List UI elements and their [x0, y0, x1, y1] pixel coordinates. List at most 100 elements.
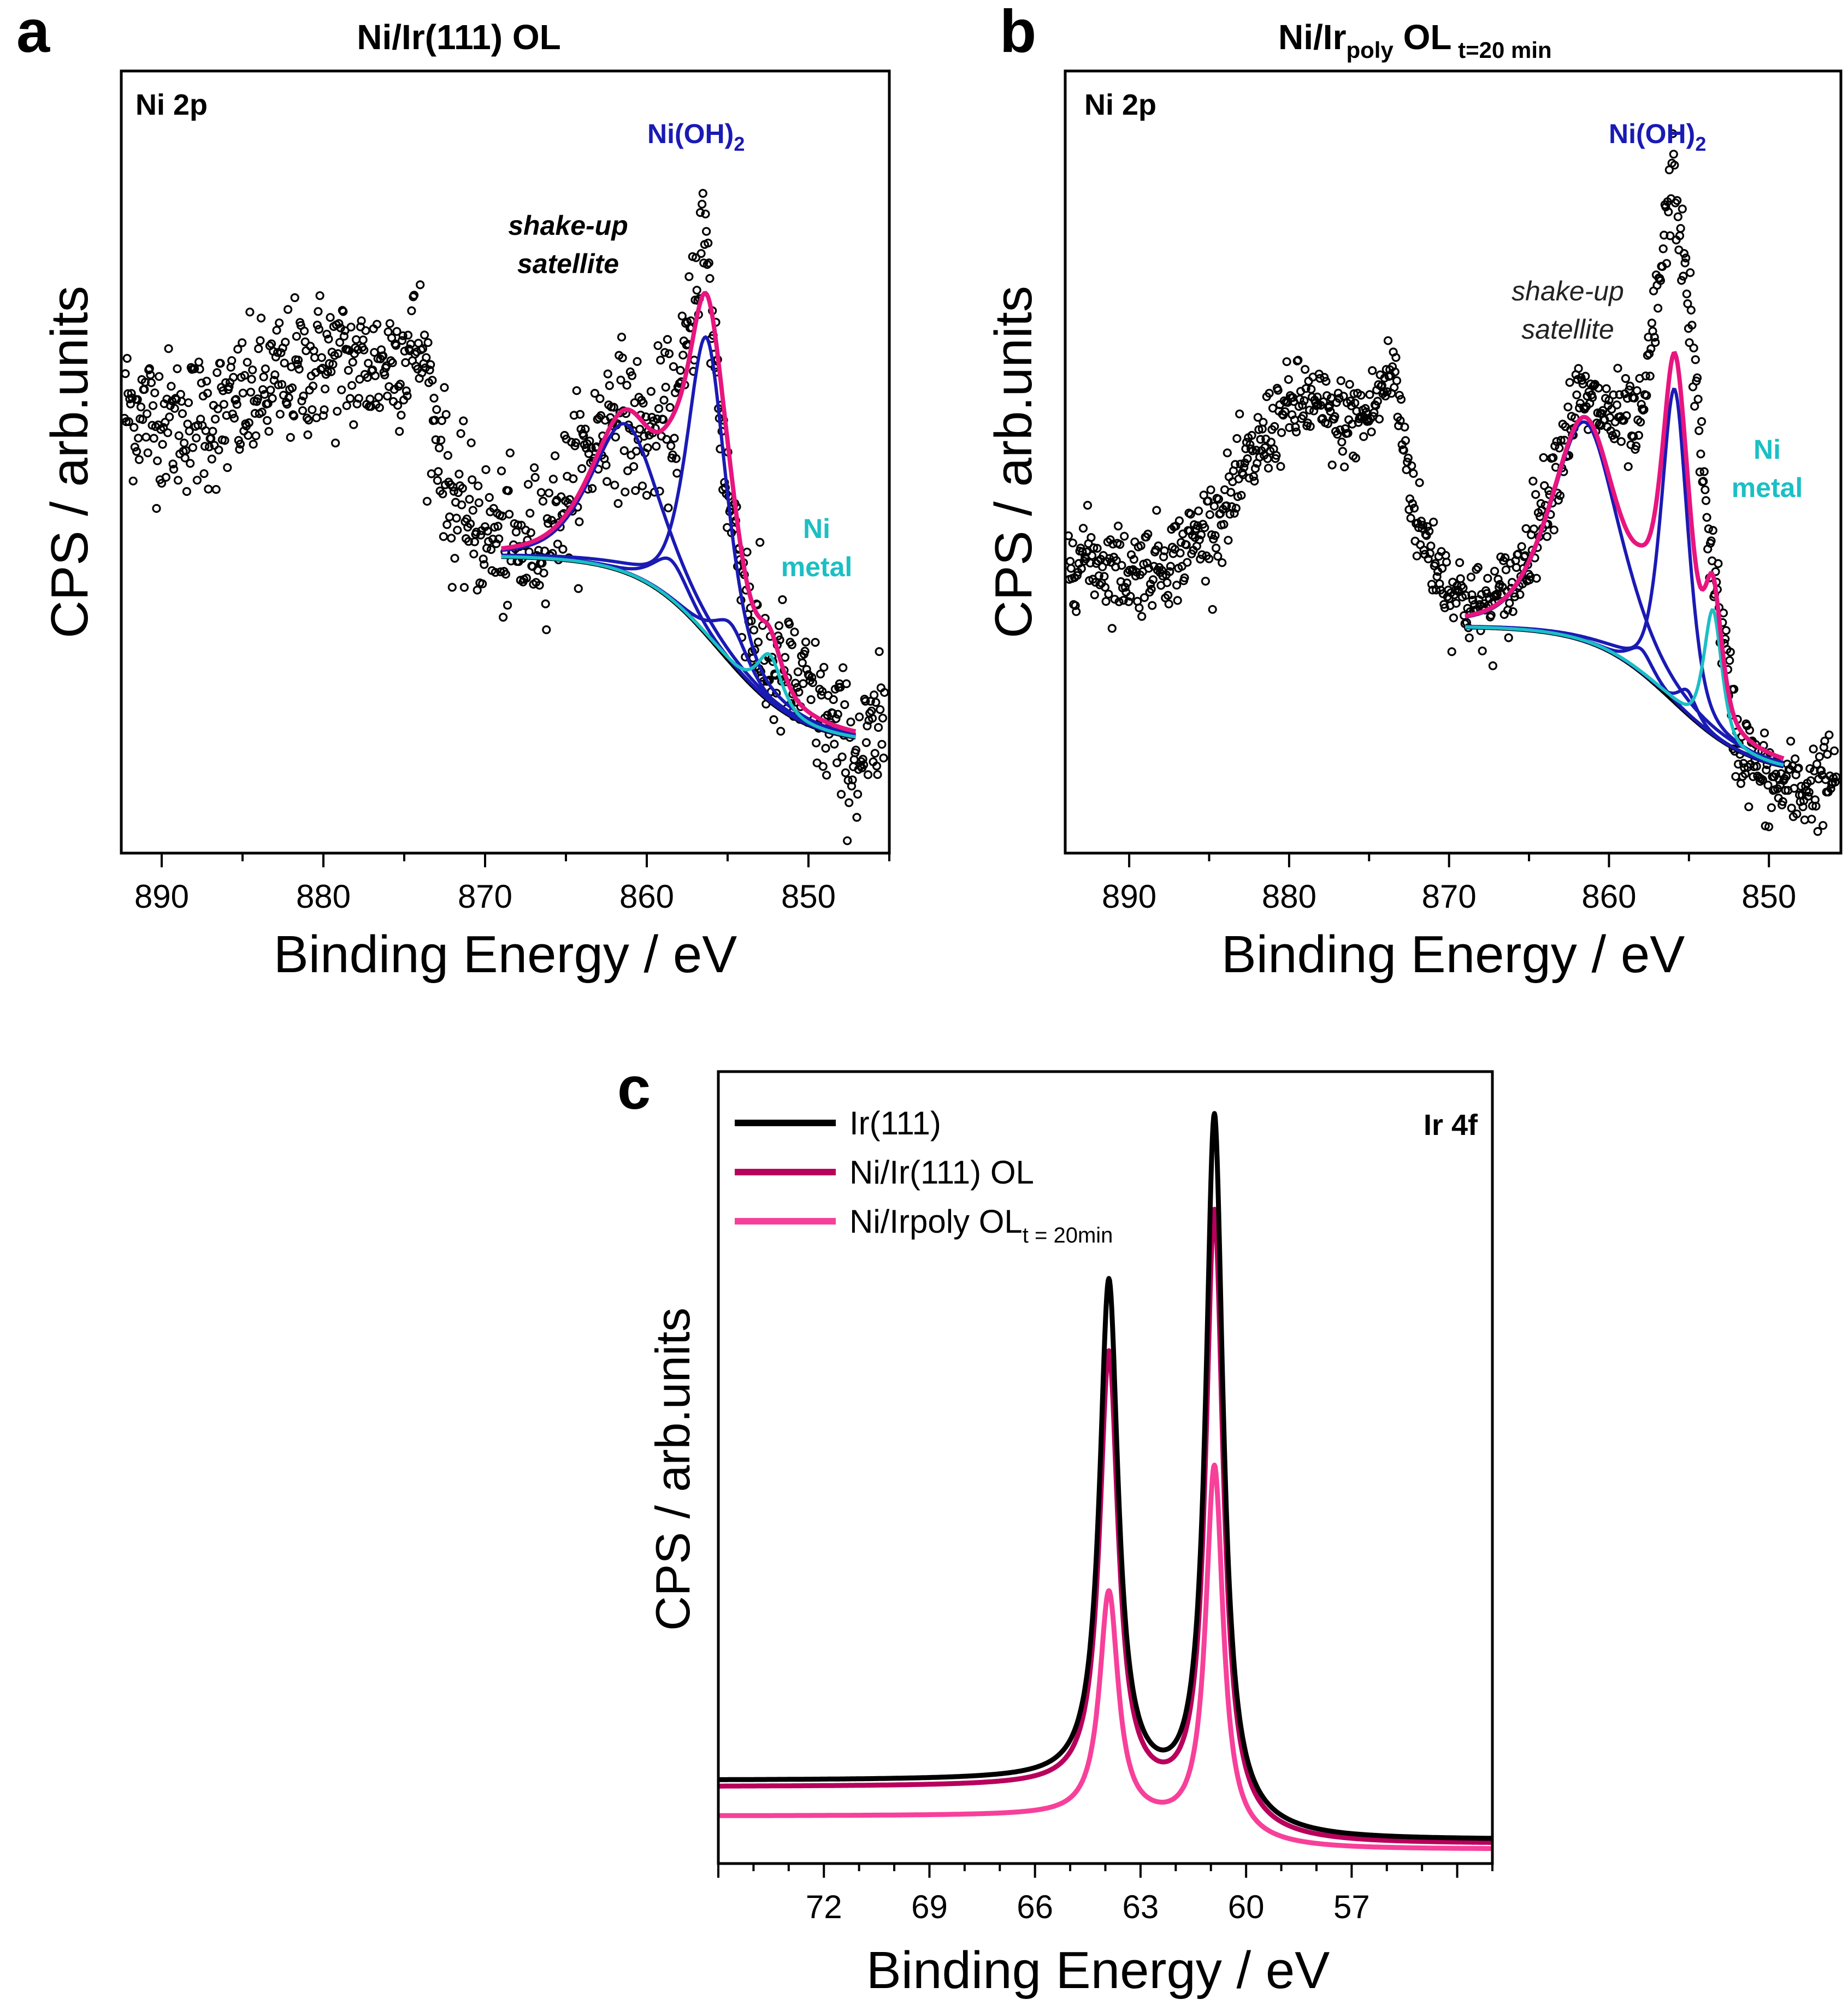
- panel-a-ni-metal-label-1: Ni: [803, 513, 830, 544]
- panel-a-data-point: [395, 427, 404, 436]
- panel-b-data-point: [1164, 590, 1173, 600]
- panel-b-region-label: Ni 2p: [1084, 88, 1156, 121]
- panel-a-data-point: [190, 364, 199, 374]
- panel-a-data-point: [672, 469, 682, 478]
- panel-b-data-point: [1253, 413, 1262, 422]
- panel-b-data-point: [1232, 434, 1242, 443]
- panel-a-data-point: [260, 390, 269, 399]
- panel-a-data-point: [661, 382, 670, 392]
- panel-b-title-main: Ni/Ir: [1278, 17, 1346, 57]
- panel-a-data-point: [610, 481, 619, 490]
- panel-b-data-point: [1811, 801, 1821, 811]
- panel-b-data-point: [1588, 393, 1597, 403]
- panel-a-data-point: [152, 504, 161, 513]
- panel-a-data-point: [330, 438, 340, 448]
- panel-b-data-point: [1154, 541, 1163, 551]
- panel-b-data-point: [1666, 231, 1675, 240]
- panel-b-data-point: [1442, 558, 1451, 567]
- panel-b-data-point: [1087, 551, 1097, 560]
- panel-b-data-point: [1804, 791, 1813, 801]
- panel-b-data-point: [1239, 463, 1249, 472]
- panel-a-data-point: [876, 705, 885, 714]
- panel-a-data-point: [698, 188, 707, 198]
- panel-a-data-point: [526, 528, 535, 537]
- panel-a-data-point: [326, 313, 335, 322]
- panel-a-data-point: [536, 488, 546, 497]
- panel-b-data-point: [1336, 425, 1345, 435]
- panel-a-data-point: [134, 455, 144, 464]
- panel-a-data-point: [450, 554, 459, 563]
- panel-a-data-point: [613, 499, 623, 508]
- panel-b-data-point: [1340, 462, 1349, 472]
- panel-b-data-point: [1490, 566, 1499, 576]
- panel-a-data-point: [842, 836, 852, 845]
- panel-a-frame: [120, 69, 891, 855]
- panel-a-data-point: [232, 395, 241, 404]
- panel-a-data-point: [322, 329, 332, 339]
- panel-a-data-point: [180, 438, 189, 448]
- panel-a-data-point: [324, 359, 334, 368]
- panel-a-data-point: [334, 319, 344, 328]
- legend-label-ni-irpoly-sub: t = 20min: [1023, 1223, 1113, 1247]
- panel-a-data-point: [275, 410, 285, 419]
- panel-a-data-point: [157, 478, 167, 488]
- panel-b-data-point: [1636, 417, 1645, 427]
- panel-a-data-point: [395, 380, 405, 389]
- panel-b-data-point: [1459, 583, 1468, 593]
- panel-b-data-point: [1792, 809, 1802, 819]
- panel-b-ni-metal-component: [1465, 608, 1784, 767]
- panel-a-data-point: [867, 714, 877, 723]
- panel-b-data-point: [1565, 378, 1574, 387]
- panel-a-data-point: [800, 647, 810, 656]
- panel-b-data-point: [1825, 730, 1834, 740]
- panel-b-data-point: [1182, 540, 1191, 549]
- panel-a-data-point: [493, 522, 503, 531]
- panel-b-data-point: [1736, 779, 1745, 788]
- panel-b-data-point: [1679, 271, 1688, 281]
- panel-a-data-point: [318, 411, 328, 420]
- panel-b-data-point: [1800, 815, 1809, 825]
- panel-b-data-point: [1338, 447, 1347, 456]
- panel-a-data-point: [274, 380, 283, 389]
- panel-a-data-point: [146, 378, 156, 387]
- panel-a-data-point: [666, 441, 676, 451]
- panel-a-data-point: [629, 462, 639, 471]
- panel-b-data-point: [1276, 462, 1285, 471]
- panel-a-data-point: [203, 388, 212, 398]
- panel-a-data-point: [774, 621, 784, 630]
- panel-a-data-point: [635, 424, 645, 434]
- panel-a-data-point: [823, 711, 832, 720]
- panel-a-data-point: [863, 770, 873, 779]
- panel-b-data-point: [1813, 827, 1822, 836]
- panel-a-data-point: [677, 311, 687, 321]
- panel-b-data-point: [1632, 441, 1641, 451]
- panel-b-data-point: [1819, 821, 1828, 830]
- panel-a-data-point: [465, 519, 475, 529]
- panel-a-data-point: [491, 567, 500, 577]
- panel-b-data-point: [1083, 500, 1093, 510]
- panel-b-data-point: [1246, 444, 1256, 454]
- panel-b-data-point: [1647, 318, 1656, 328]
- panel-a-data-point: [480, 560, 489, 569]
- panel-b-data-point: [1104, 589, 1113, 599]
- panel-a-data-point: [303, 430, 312, 440]
- panel-b-data-point: [1129, 555, 1138, 564]
- panel-a-data-point: [464, 537, 473, 546]
- panel-b-data-point: [1626, 440, 1636, 449]
- panel-a-data-point: [671, 454, 681, 463]
- panel-a-data-point: [158, 440, 167, 449]
- panel-b-data-point: [1209, 501, 1219, 511]
- panel-b-data-point: [1144, 564, 1153, 573]
- panel-b-data-point: [1670, 161, 1679, 170]
- panel-a-data-point: [504, 486, 513, 495]
- panel-a-data-point: [474, 498, 483, 507]
- panel-a-data-point: [701, 209, 710, 218]
- panel-a-data-point: [232, 400, 241, 409]
- panel-c-x-tick-label: 60: [1228, 1889, 1265, 1925]
- panel-a-data-point: [192, 433, 201, 443]
- panel-a-data-point: [388, 358, 397, 368]
- panel-b-data-point: [1107, 624, 1117, 633]
- panel-b-data-point: [1321, 377, 1331, 386]
- panel-a-data-point: [453, 525, 462, 535]
- panel-a-x-axis: 890 880 870 860 850: [134, 853, 890, 915]
